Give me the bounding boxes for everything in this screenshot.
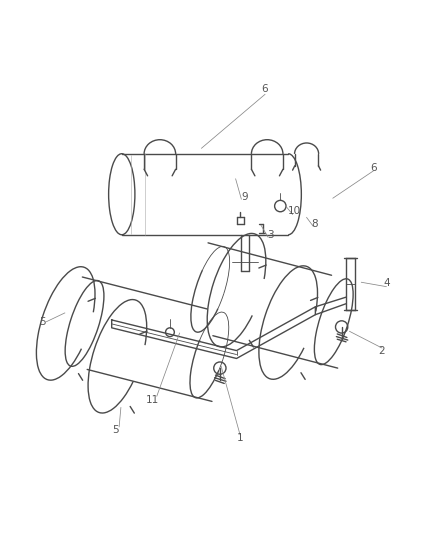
Text: 8: 8	[311, 219, 318, 229]
Text: 10: 10	[288, 206, 301, 216]
Text: 3: 3	[267, 230, 274, 240]
Text: 9: 9	[241, 192, 248, 203]
Text: 4: 4	[383, 278, 390, 288]
Text: 5: 5	[112, 425, 119, 435]
Text: 11: 11	[146, 394, 159, 405]
Text: 5: 5	[39, 317, 46, 327]
Text: 6: 6	[261, 84, 268, 94]
Text: 6: 6	[370, 163, 377, 173]
Text: 2: 2	[378, 346, 385, 357]
Text: 1: 1	[237, 433, 244, 443]
